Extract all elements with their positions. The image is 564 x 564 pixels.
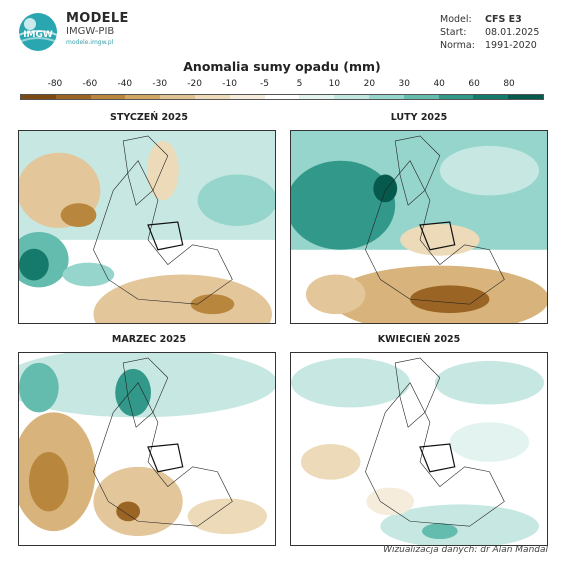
start-value: 08.01.2025 <box>485 27 540 38</box>
panel-title-january: STYCZEŃ 2025 <box>110 112 188 123</box>
colorbar-title: Anomalia sumy opadu (mm) <box>183 59 381 74</box>
colorbar-tick-label: -30 <box>152 79 168 89</box>
panel-title-april: KWIECIEŃ 2025 <box>377 334 461 345</box>
brand-org: IMGW-PIB <box>66 26 115 37</box>
colorbar-swatch <box>55 95 91 99</box>
colorbar-tick-label: -5 <box>260 79 270 89</box>
colorbar-swatch <box>403 95 439 99</box>
colorbar-swatch <box>125 95 161 99</box>
colorbar-swatch <box>194 95 230 99</box>
map-january <box>18 130 276 324</box>
colorbar-swatch <box>264 95 300 99</box>
colorbar-tick-label: 80 <box>503 79 515 89</box>
colorbar-tick-label: -80 <box>47 79 63 89</box>
colorbar-swatch <box>160 95 195 99</box>
colorbar-tick-label: 10 <box>328 79 341 89</box>
map-april <box>290 352 548 546</box>
svg-text:IMGW: IMGW <box>23 30 53 40</box>
colorbar-swatch <box>508 95 543 99</box>
colorbar-swatch <box>90 95 126 99</box>
model-meta: Model: CFS E3 Start: 08.01.2025 Norma: 1991… <box>440 13 539 52</box>
colorbar-swatch <box>299 95 335 99</box>
colorbar-swatch <box>368 95 404 99</box>
colorbar-tick-label: 30 <box>398 79 410 89</box>
colorbar-tick-label: -20 <box>187 79 203 89</box>
norm-label: Norma: <box>440 40 475 51</box>
panel-title-march: MARZEC 2025 <box>111 334 187 345</box>
start-label: Start: <box>440 27 467 38</box>
map-march <box>18 352 276 546</box>
imgw-logo: IMGW <box>19 13 57 51</box>
colorbar-tick-label: 40 <box>433 79 445 89</box>
colorbar-swatch <box>438 95 474 99</box>
colorbar-tick-label: 20 <box>363 79 376 89</box>
brand-block: MODELE IMGW-PIB modele.imgw.pl <box>66 12 129 47</box>
colorbar-swatch <box>334 95 369 99</box>
colorbar-tick-label: 5 <box>296 79 303 89</box>
colorbar-tick-label: 60 <box>468 79 480 89</box>
colorbar-swatch <box>229 95 265 99</box>
panel-title-february: LUTY 2025 <box>390 112 448 123</box>
model-label: Model: <box>440 14 472 25</box>
brand-name: MODELE <box>66 11 129 26</box>
colorbar-swatch <box>473 95 509 99</box>
colorbar <box>20 94 544 100</box>
model-value: CFS E3 <box>485 14 522 25</box>
brand-url[interactable]: modele.imgw.pl <box>66 39 114 46</box>
colorbar-tick-label: -10 <box>222 79 237 89</box>
colorbar-tick-label: -60 <box>82 79 98 89</box>
colorbar-tick-label: -40 <box>117 79 133 89</box>
map-february <box>290 130 548 324</box>
data-credit: Wizualizacja danych: dr Alan Mandal <box>383 545 548 555</box>
norm-value: 1991-2020 <box>485 40 537 51</box>
colorbar-ticks: -80 -60 -40 -30 -20 -10 -5 5 10 20 30 40 60 80 <box>20 79 544 91</box>
colorbar-swatch <box>21 95 56 99</box>
